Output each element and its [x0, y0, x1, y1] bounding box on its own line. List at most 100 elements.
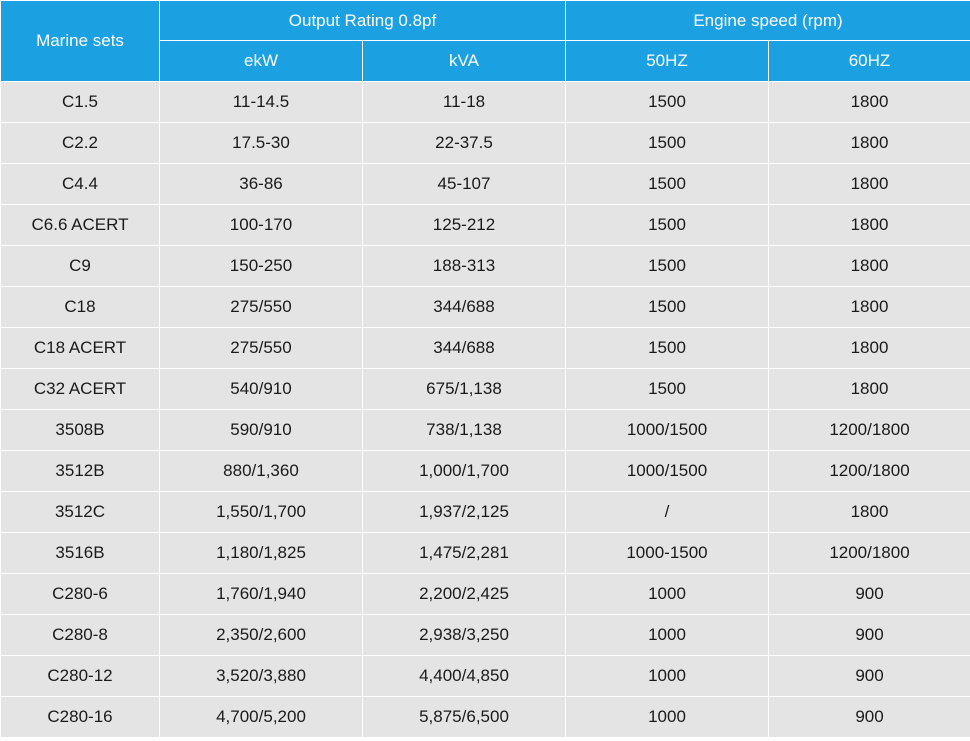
- header-row-sub: ekW kVA 50HZ 60HZ: [1, 40, 970, 82]
- table-row: C32 ACERT 540/910 675/1,138 1500 1800: [0, 368, 970, 410]
- cell-marine-set: C9: [0, 245, 160, 287]
- cell-kva: 344/688: [362, 327, 566, 369]
- cell-50hz: 1500: [565, 204, 769, 246]
- cell-kva: 675/1,138: [362, 368, 566, 410]
- cell-kva: 188-313: [362, 245, 566, 287]
- cell-marine-set: C280-12: [0, 655, 160, 697]
- table-row: C1.5 11-14.5 11-18 1500 1800: [0, 81, 970, 123]
- cell-ekw: 3,520/3,880: [159, 655, 363, 697]
- cell-50hz: 1000: [565, 696, 769, 738]
- table-row: C280-16 4,700/5,200 5,875/6,500 1000 900: [0, 696, 970, 738]
- cell-60hz: 1800: [768, 204, 970, 246]
- cell-ekw: 17.5-30: [159, 122, 363, 164]
- table-row: 3516B 1,180/1,825 1,475/2,281 1000-1500 1200…: [0, 532, 970, 574]
- cell-kva: 738/1,138: [362, 409, 566, 451]
- cell-60hz: 1800: [768, 286, 970, 328]
- header-row-top: Marine sets Output Rating 0.8pf Engine s…: [0, 0, 970, 82]
- cell-ekw: 540/910: [159, 368, 363, 410]
- cell-kva: 125-212: [362, 204, 566, 246]
- table-row: C280-8 2,350/2,600 2,938/3,250 1000 900: [0, 614, 970, 656]
- table-body: C1.5 11-14.5 11-18 1500 1800 C2.2 17.5-30 22-37…: [0, 81, 970, 738]
- cell-60hz: 1800: [768, 122, 970, 164]
- cell-50hz: /: [565, 491, 769, 533]
- cell-ekw: 590/910: [159, 409, 363, 451]
- cell-ekw: 275/550: [159, 327, 363, 369]
- header-50hz: 50HZ: [565, 40, 769, 82]
- cell-50hz: 1000: [565, 614, 769, 656]
- cell-60hz: 1800: [768, 245, 970, 287]
- cell-ekw: 11-14.5: [159, 81, 363, 123]
- table-row: C2.2 17.5-30 22-37.5 1500 1800: [0, 122, 970, 164]
- cell-ekw: 100-170: [159, 204, 363, 246]
- cell-marine-set: C1.5: [0, 81, 160, 123]
- table-row: C6.6 ACERT 100-170 125-212 1500 1800: [0, 204, 970, 246]
- cell-60hz: 900: [768, 655, 970, 697]
- table-row: 3512B 880/1,360 1,000/1,700 1000/1500 1200/1…: [0, 450, 970, 492]
- cell-kva: 1,937/2,125: [362, 491, 566, 533]
- cell-marine-set: C18: [0, 286, 160, 328]
- table-row: C280-12 3,520/3,880 4,400/4,850 1000 900: [0, 655, 970, 697]
- table-row: C18 275/550 344/688 1500 1800: [0, 286, 970, 328]
- cell-ekw: 36-86: [159, 163, 363, 205]
- cell-60hz: 900: [768, 614, 970, 656]
- cell-ekw: 880/1,360: [159, 450, 363, 492]
- cell-50hz: 1000: [565, 573, 769, 615]
- cell-ekw: 1,550/1,700: [159, 491, 363, 533]
- cell-50hz: 1500: [565, 327, 769, 369]
- cell-marine-set: C18 ACERT: [0, 327, 160, 369]
- cell-ekw: 1,760/1,940: [159, 573, 363, 615]
- cell-marine-set: C2.2: [0, 122, 160, 164]
- cell-ekw: 1,180/1,825: [159, 532, 363, 574]
- table-row: C9 150-250 188-313 1500 1800: [0, 245, 970, 287]
- table-row: 3508B 590/910 738/1,138 1000/1500 1200/1800: [0, 409, 970, 451]
- header-engine-speed: Engine speed (rpm): [565, 0, 970, 41]
- cell-50hz: 1500: [565, 286, 769, 328]
- cell-marine-set: C4.4: [0, 163, 160, 205]
- cell-50hz: 1500: [565, 81, 769, 123]
- cell-kva: 1,475/2,281: [362, 532, 566, 574]
- cell-ekw: 2,350/2,600: [159, 614, 363, 656]
- cell-kva: 5,875/6,500: [362, 696, 566, 738]
- cell-kva: 4,400/4,850: [362, 655, 566, 697]
- cell-kva: 45-107: [362, 163, 566, 205]
- cell-60hz: 900: [768, 573, 970, 615]
- cell-kva: 2,200/2,425: [362, 573, 566, 615]
- cell-60hz: 1800: [768, 81, 970, 123]
- cell-60hz: 1800: [768, 368, 970, 410]
- cell-marine-set: 3512C: [0, 491, 160, 533]
- cell-50hz: 1500: [565, 245, 769, 287]
- cell-50hz: 1500: [565, 122, 769, 164]
- cell-60hz: 1200/1800: [768, 450, 970, 492]
- table-row: C280-6 1,760/1,940 2,200/2,425 1000 900: [0, 573, 970, 615]
- cell-60hz: 1800: [768, 163, 970, 205]
- cell-marine-set: 3512B: [0, 450, 160, 492]
- cell-ekw: 4,700/5,200: [159, 696, 363, 738]
- cell-kva: 22-37.5: [362, 122, 566, 164]
- table-row: 3512C 1,550/1,700 1,937/2,125/1800: [0, 491, 970, 533]
- cell-50hz: 1500: [565, 163, 769, 205]
- cell-ekw: 275/550: [159, 286, 363, 328]
- cell-marine-set: C280-6: [0, 573, 160, 615]
- cell-kva: 344/688: [362, 286, 566, 328]
- cell-50hz: 1500: [565, 368, 769, 410]
- cell-marine-set: C32 ACERT: [0, 368, 160, 410]
- cell-60hz: 900: [768, 696, 970, 738]
- cell-marine-set: C280-8: [0, 614, 160, 656]
- cell-50hz: 1000/1500: [565, 409, 769, 451]
- cell-marine-set: C6.6 ACERT: [0, 204, 160, 246]
- table-row: C4.4 36-86 45-107 1500 1800: [0, 163, 970, 205]
- cell-60hz: 1200/1800: [768, 409, 970, 451]
- cell-60hz: 1800: [768, 491, 970, 533]
- table-row: C18 ACERT 275/550 344/688 1500 1800: [0, 327, 970, 369]
- cell-ekw: 150-250: [159, 245, 363, 287]
- header-60hz: 60HZ: [768, 40, 970, 82]
- header-output-rating: Output Rating 0.8pf: [159, 0, 566, 41]
- cell-marine-set: C280-16: [0, 696, 160, 738]
- cell-50hz: 1000-1500: [565, 532, 769, 574]
- cell-50hz: 1000: [565, 655, 769, 697]
- cell-marine-set: 3508B: [0, 409, 160, 451]
- header-marine-sets: Marine sets: [0, 0, 160, 82]
- cell-kva: 2,938/3,250: [362, 614, 566, 656]
- cell-kva: 11-18: [362, 81, 566, 123]
